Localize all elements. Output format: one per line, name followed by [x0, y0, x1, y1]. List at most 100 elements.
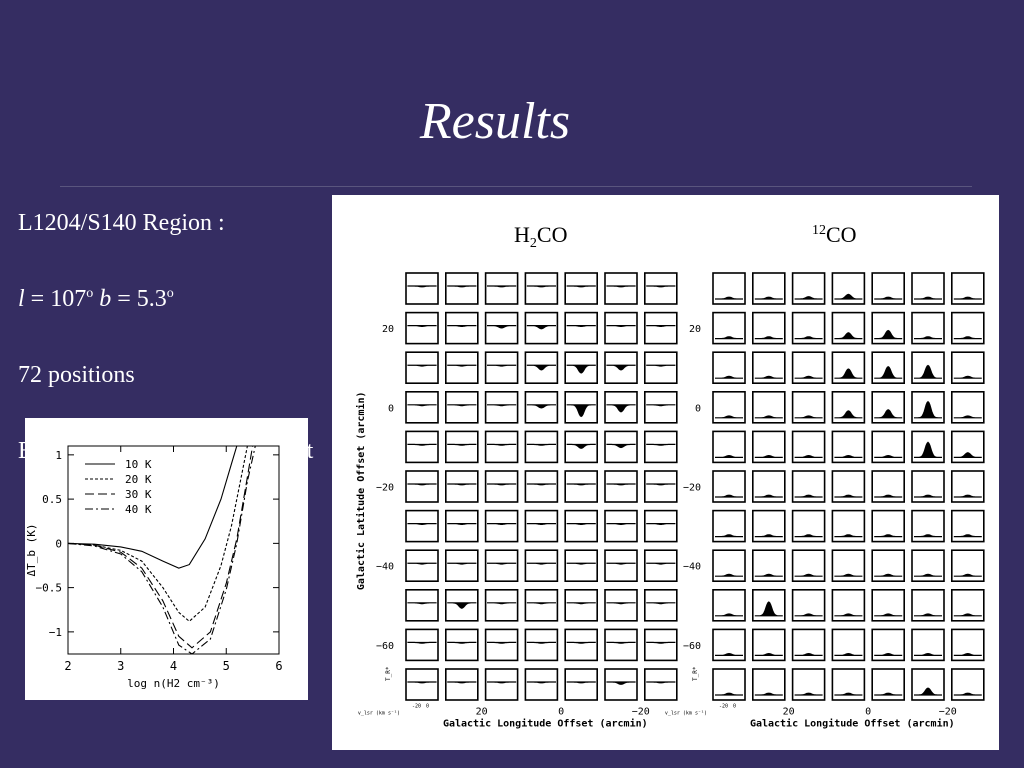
co-spectrum-cell: [950, 311, 985, 345]
spectrum-line: [754, 573, 783, 577]
spectrum-line: [794, 494, 823, 498]
spectrum-line: [953, 692, 982, 696]
h2co-spectrum-cell: [524, 588, 559, 622]
spectrum-line: [914, 336, 942, 340]
spectrum-line: [874, 692, 903, 696]
spectrum-frame: [484, 628, 519, 662]
spectra-grid-figure: H2CO 12CO 20 0 −20 −40 −60 20 0 −20 v_lsr (km s⁻…: [332, 195, 999, 750]
co-spectrum-cell: [791, 628, 826, 662]
spectrum-line: [953, 375, 982, 379]
spectrum-frame: [405, 351, 439, 384]
latitude-tick-label: −20: [683, 483, 701, 494]
spectrum-line: [447, 523, 477, 525]
spectrum-frame: [643, 509, 678, 543]
spectrum-line: [487, 404, 517, 407]
spectrum-line: [914, 296, 942, 300]
series-line-30-k: [68, 446, 254, 649]
mini-axis-label: v_lsr (km s⁻¹): [358, 711, 400, 717]
spectrum-line: [606, 602, 636, 605]
spectrum-frame: [604, 549, 638, 583]
mini-tick-label: 0: [426, 704, 429, 710]
co-spectrum-cell: [950, 628, 985, 662]
spectrum-frame: [405, 628, 439, 662]
spectrum-line: [407, 285, 437, 288]
co-spectrum-cell: [751, 430, 786, 464]
spectrum-line: [794, 454, 823, 458]
co-spectrum-cell: [712, 628, 746, 662]
spectrum-line: [874, 409, 903, 419]
co-spectrum-cell: [911, 668, 945, 701]
co-spectrum-cell: [911, 470, 945, 503]
spectrum-line: [487, 523, 517, 525]
spectrum-frame: [445, 391, 479, 424]
h2co-spectrum-cell: [445, 430, 479, 464]
spectrum-frame: [445, 668, 479, 701]
spectrum-frame: [604, 509, 638, 543]
spectrum-frame: [524, 470, 559, 503]
h2co-spectrum-cell: [564, 272, 598, 305]
h2co-spectrum-cell: [405, 391, 439, 424]
spectrum-line: [715, 494, 743, 498]
spectrum-line: [715, 573, 743, 577]
spectrum-line: [794, 652, 823, 656]
spectrum-line: [874, 454, 903, 458]
spectrum-line: [566, 364, 596, 374]
spectrum-line: [646, 602, 676, 605]
spectrum-line: [646, 364, 676, 367]
spectrum-line: [715, 534, 743, 538]
spectrum-frame: [445, 509, 479, 543]
spectrum-line: [646, 443, 676, 446]
h2co-spectrum-cell: [405, 351, 439, 384]
spectrum-line: [526, 443, 556, 446]
co-spectrum-cell: [751, 272, 786, 305]
spectrum-frame: [524, 509, 559, 543]
h2co-heading: H2CO: [514, 222, 567, 251]
co-spectrum-cell: [712, 470, 746, 503]
spectrum-line: [914, 441, 942, 458]
co-spectrum-cell: [751, 668, 786, 701]
h2co-spectrum-cell: [524, 430, 559, 464]
spectrum-line: [447, 364, 477, 367]
slide-title: Results: [419, 93, 571, 150]
spectrum-line: [526, 325, 556, 330]
co-spectrum-cell: [791, 430, 826, 464]
co-spectrum-cell: [871, 628, 906, 662]
y-tick-label: 0.5: [42, 493, 62, 506]
spectrum-line: [526, 364, 556, 371]
spectrum-line: [407, 483, 437, 486]
spectrum-line: [834, 368, 863, 379]
spectrum-line: [447, 325, 477, 327]
spectrum-line: [834, 454, 863, 458]
longitude-tick-label: 0: [558, 707, 564, 718]
spectrum-frame: [405, 311, 439, 345]
h2co-spectrum-cell: [524, 391, 559, 424]
co-spectrum-cell: [712, 351, 746, 384]
spectrum-line: [794, 296, 823, 300]
spectrum-frame: [524, 588, 559, 622]
co-spectrum-cell: [831, 668, 866, 701]
h2co-spectrum-cell: [604, 430, 638, 464]
h2co-spectrum-cell: [445, 351, 479, 384]
spectrum-line: [953, 573, 982, 577]
longitude-axis-title: Galactic Longitude Offset (arcmin): [750, 718, 955, 730]
h2co-spectrum-cell: [564, 668, 598, 701]
co-spectrum-cell: [950, 470, 985, 503]
spectrum-frame: [445, 430, 479, 464]
spectrum-frame: [564, 470, 598, 503]
h2co-spectrum-cell: [564, 470, 598, 503]
spectrum-frame: [643, 470, 678, 503]
h2co-spectrum-cell: [604, 470, 638, 503]
spectrum-line: [566, 483, 596, 486]
spectrum-line: [526, 681, 556, 684]
spectrum-frame: [524, 668, 559, 701]
latitude-tick-label: 20: [382, 324, 394, 335]
co-spectrum-cell: [831, 588, 866, 622]
latitude-tick-label: −20: [376, 483, 394, 494]
x-tick-label: 3: [117, 659, 124, 673]
co-spectrum-cell: [871, 549, 906, 583]
y-tick-label: 1: [55, 449, 62, 462]
co-spectrum-cell: [712, 509, 746, 543]
spectrum-line: [794, 613, 823, 617]
spectrum-line: [407, 404, 437, 407]
co-spectrum-cell: [871, 430, 906, 464]
